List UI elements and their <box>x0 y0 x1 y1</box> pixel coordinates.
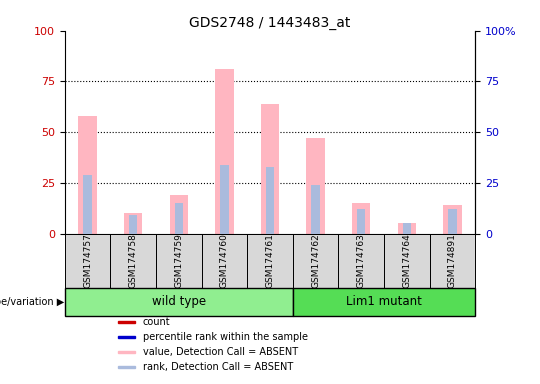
Text: value, Detection Call = ABSENT: value, Detection Call = ABSENT <box>143 347 298 357</box>
Text: GSM174762: GSM174762 <box>311 233 320 288</box>
Bar <box>352 203 370 233</box>
Text: GSM174764: GSM174764 <box>402 233 411 288</box>
Bar <box>170 195 188 233</box>
Text: GSM174891: GSM174891 <box>448 233 457 288</box>
Title: GDS2748 / 1443483_at: GDS2748 / 1443483_at <box>190 16 350 30</box>
Bar <box>339 233 384 288</box>
Bar <box>175 203 183 233</box>
Bar <box>65 233 110 288</box>
Bar <box>261 104 279 233</box>
Bar <box>293 288 475 316</box>
Text: Lim1 mutant: Lim1 mutant <box>346 295 422 308</box>
Text: GSM174763: GSM174763 <box>357 233 366 288</box>
Bar <box>312 185 320 233</box>
Bar <box>215 69 233 233</box>
Bar <box>84 175 92 233</box>
Bar <box>307 138 325 233</box>
Bar <box>118 336 134 338</box>
Bar <box>247 233 293 288</box>
Bar <box>220 165 228 233</box>
Bar <box>357 209 365 233</box>
Text: percentile rank within the sample: percentile rank within the sample <box>143 332 308 342</box>
Text: genotype/variation ▶: genotype/variation ▶ <box>0 297 64 307</box>
Text: count: count <box>143 317 171 327</box>
Bar <box>448 209 456 233</box>
Bar <box>266 167 274 233</box>
Text: GSM174759: GSM174759 <box>174 233 183 288</box>
Bar <box>397 223 416 233</box>
Bar <box>201 233 247 288</box>
Text: rank, Detection Call = ABSENT: rank, Detection Call = ABSENT <box>143 362 293 372</box>
Bar <box>118 351 134 353</box>
Text: GSM174760: GSM174760 <box>220 233 229 288</box>
Text: wild type: wild type <box>152 295 206 308</box>
Bar <box>118 321 134 323</box>
Bar <box>118 366 134 369</box>
Bar <box>430 233 475 288</box>
Text: GSM174761: GSM174761 <box>266 233 274 288</box>
Bar <box>443 205 462 233</box>
Bar <box>156 233 201 288</box>
Bar <box>129 215 137 233</box>
Bar <box>65 288 293 316</box>
Bar <box>293 233 339 288</box>
Bar <box>403 223 411 233</box>
Text: GSM174758: GSM174758 <box>129 233 138 288</box>
Bar <box>384 233 430 288</box>
Bar <box>124 214 143 233</box>
Text: GSM174757: GSM174757 <box>83 233 92 288</box>
Bar <box>78 116 97 233</box>
Bar <box>110 233 156 288</box>
